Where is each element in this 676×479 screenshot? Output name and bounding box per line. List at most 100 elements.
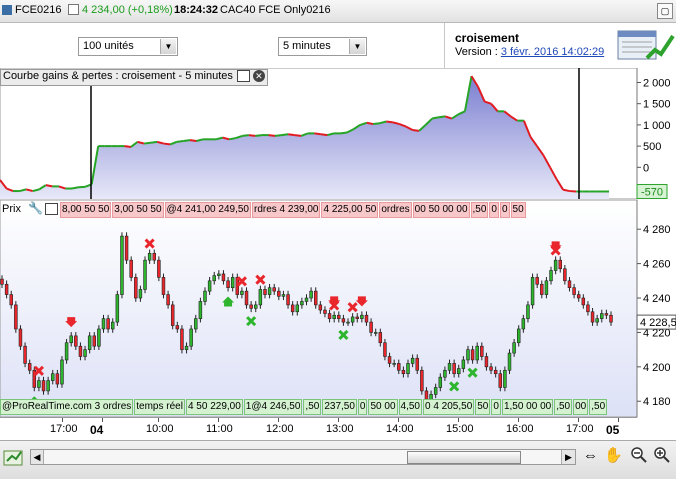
candle-body [130, 260, 133, 277]
candle-body [388, 357, 391, 364]
strategy-chart-icon[interactable] [617, 28, 675, 64]
y-tick-label: 500 [643, 141, 661, 153]
symbol-label[interactable]: FCE0216 [15, 4, 61, 16]
candle-body [121, 236, 124, 294]
version-link[interactable]: 3 févr. 2016 14:02:29 [501, 46, 604, 58]
candle-body [181, 329, 184, 350]
sell-order-label: rdres 4 239,00 [252, 202, 321, 218]
equity-line-segment [275, 135, 282, 136]
resize-icon[interactable]: ⇔ [583, 447, 599, 465]
scroll-left-icon[interactable]: ◀ [31, 450, 44, 464]
candle-body [162, 277, 165, 294]
hand-icon[interactable]: ✋ [604, 446, 622, 464]
close-icon[interactable]: ✕ [253, 70, 265, 82]
candle-body [513, 343, 516, 353]
candle-body [536, 277, 539, 284]
chevron-down-icon[interactable]: ▼ [349, 39, 365, 54]
time-tick [158, 418, 159, 422]
equity-line-segment [341, 133, 348, 134]
equity-line-segment [321, 134, 328, 135]
candle-body [250, 305, 253, 308]
candle-body [84, 350, 87, 357]
candle-body [70, 336, 73, 343]
candle-body [328, 314, 331, 319]
scroll-right-icon[interactable]: ▶ [561, 450, 575, 464]
window-button[interactable]: ▢ [657, 3, 673, 19]
equity-line-segment [242, 135, 249, 136]
buy-order-label: temps réel [134, 399, 185, 415]
candle-body [434, 387, 437, 394]
candle-body [1, 279, 4, 284]
share-icon[interactable] [3, 447, 25, 467]
zoom-out-icon[interactable] [631, 447, 647, 463]
candle-body [144, 260, 147, 289]
units-select[interactable]: 100 unités ▼ [78, 37, 178, 56]
equity-line-segment [72, 187, 79, 188]
equity-line-segment [373, 123, 380, 124]
candle-body [439, 377, 442, 387]
toolbar: 100 unités ▼ 5 minutes ▼ [0, 23, 443, 68]
candle-body [56, 374, 59, 384]
candle-body [582, 298, 585, 305]
zoom-in-icon[interactable] [654, 447, 670, 463]
last-value-label: -570 [641, 186, 663, 198]
sell-order-label: 00 50 00 00 [413, 202, 470, 218]
candle-body [453, 363, 456, 373]
candle-body [545, 281, 548, 295]
buy-order-label: ,50 [554, 399, 572, 415]
candle-body [374, 332, 377, 333]
candle-body [264, 289, 267, 294]
time-tick [518, 418, 519, 422]
window-icon[interactable] [237, 70, 250, 82]
candle-body [171, 305, 174, 326]
candle-body [199, 301, 202, 318]
candle-body [407, 363, 410, 373]
interval-select[interactable]: 5 minutes ▼ [278, 37, 367, 56]
scroll-thumb[interactable] [407, 451, 521, 464]
candle-body [342, 319, 345, 322]
candle-body [457, 369, 460, 374]
equity-line-segment [255, 135, 262, 136]
candle-body [47, 381, 50, 391]
equity-line-segment [46, 185, 53, 186]
horizontal-scrollbar[interactable]: ◀ ▶ [30, 449, 576, 465]
candle-body [300, 301, 303, 304]
candle-body [194, 319, 197, 329]
equity-line-segment [229, 138, 236, 139]
candle-body [573, 288, 576, 295]
candle-body [14, 305, 17, 329]
candle-body [116, 295, 119, 323]
clock: 18:24:32 [174, 4, 218, 16]
chevron-down-icon[interactable]: ▼ [160, 39, 176, 54]
candle-body [287, 295, 290, 305]
wrench-icon[interactable]: 🔧 [28, 201, 40, 215]
buy-order-label: @ProRealTime.com 3 ordres [0, 399, 133, 415]
candle-body [231, 277, 234, 287]
candle-body [277, 291, 280, 296]
time-tick [578, 418, 579, 422]
equity-line-segment [295, 135, 302, 136]
candle-body [139, 289, 142, 298]
candle-body [554, 260, 557, 270]
candle-body [610, 315, 613, 322]
candle-body [273, 288, 276, 291]
candle-body [517, 329, 520, 343]
buy-order-label: 1,50 00 00 [502, 399, 553, 415]
candle-body [471, 350, 474, 360]
candle-body [605, 314, 608, 316]
candle-body [217, 274, 220, 276]
candle-body [79, 346, 82, 356]
candle-body [291, 305, 294, 312]
candle-body [499, 374, 502, 388]
checkbox[interactable] [68, 4, 79, 15]
window-icon[interactable] [45, 203, 58, 215]
candle-body [568, 281, 571, 288]
candle-body [157, 260, 160, 277]
candle-body [125, 236, 128, 260]
candle-body [563, 269, 566, 281]
time-tick-label: 17:00 [50, 423, 78, 435]
candle-body [51, 374, 54, 381]
